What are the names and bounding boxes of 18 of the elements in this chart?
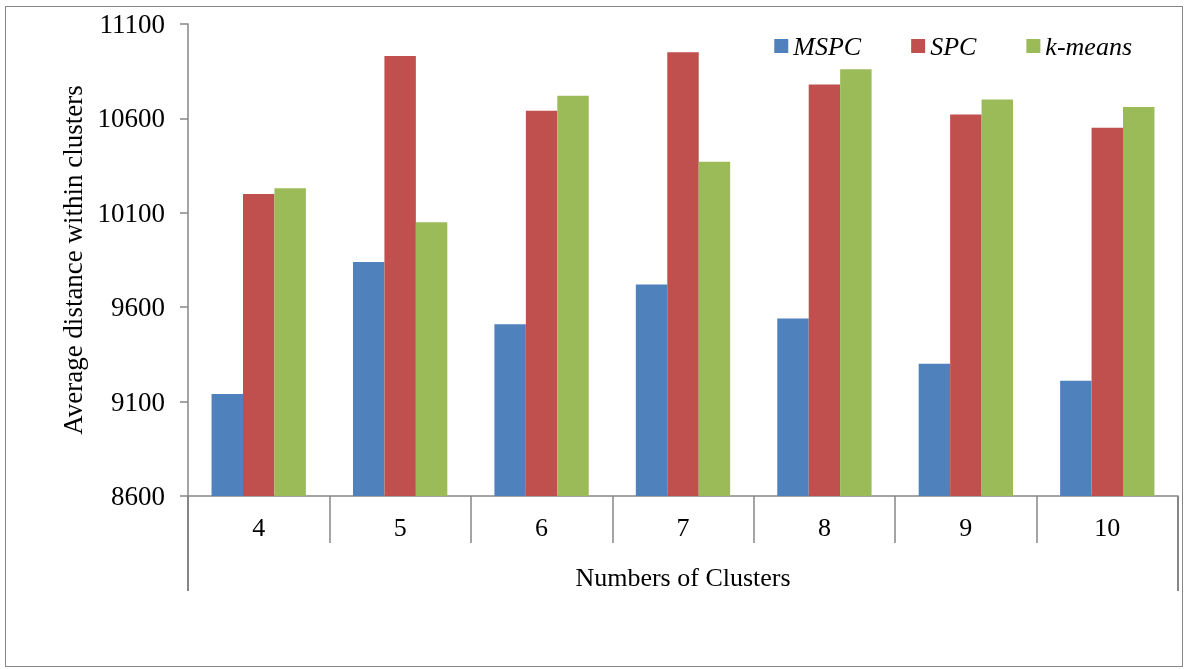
- y-tick-label: 10600: [97, 103, 165, 134]
- x-tick-label: 5: [393, 512, 407, 542]
- y-tick-label: 8600: [111, 481, 165, 511]
- x-tick-label: 6: [535, 512, 549, 542]
- y-tick-label: 10100: [97, 197, 165, 228]
- x-tick-label: 10: [1094, 512, 1121, 542]
- x-tick-label: 4: [252, 512, 266, 542]
- x-tick-label: 9: [959, 512, 973, 542]
- x-tick-label: 8: [817, 512, 831, 542]
- x-tick-label: 7: [676, 512, 690, 542]
- y-axis-title: Average distance within clusters: [58, 85, 89, 435]
- legend-label: SPC: [930, 31, 978, 61]
- legend-label: MSPC: [792, 31, 862, 61]
- y-tick-label: 9100: [111, 386, 165, 417]
- y-tick-label: 11100: [99, 9, 165, 39]
- y-tick-label: 9600: [111, 292, 165, 323]
- x-axis-title: Numbers of Clusters: [575, 562, 791, 592]
- legend-label: k-means: [1045, 31, 1133, 61]
